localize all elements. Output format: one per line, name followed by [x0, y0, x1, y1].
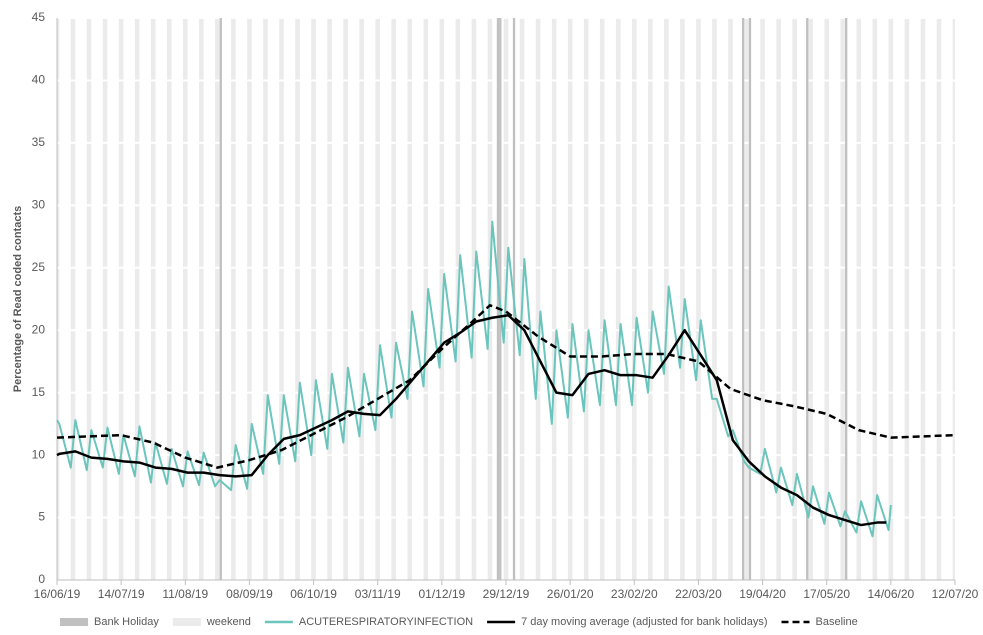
x-tick-label: 16/06/19	[34, 587, 81, 601]
weekend-band	[343, 18, 348, 580]
weekend-band	[407, 18, 413, 580]
weekend-band	[279, 18, 284, 580]
weekend-band	[840, 18, 846, 580]
weekend-band	[904, 18, 910, 580]
legend-label: Bank Holiday	[94, 616, 159, 628]
x-tick-label: 17/05/20	[803, 587, 850, 601]
x-tick-label: 14/06/20	[867, 587, 914, 601]
weekend-band	[166, 18, 172, 580]
weekend-band	[423, 18, 429, 580]
weekend-band	[231, 18, 236, 580]
bank-holiday-band	[748, 18, 752, 580]
x-tick-label: 11/08/19	[162, 587, 208, 601]
legend-label: weekend	[206, 616, 251, 628]
weekend-band	[199, 18, 204, 580]
weekend-band	[599, 18, 605, 580]
x-tick-label: 22/03/20	[675, 587, 722, 601]
legend-label: Baseline	[816, 616, 858, 628]
y-tick-label: 40	[32, 73, 46, 87]
weekend-band	[664, 18, 669, 580]
weekend-band	[776, 18, 781, 580]
x-tick-label: 29/12/19	[483, 587, 530, 601]
bank-holiday-band	[496, 18, 500, 580]
weekend-band	[439, 18, 445, 580]
y-axis-label: Percentage of Read coded contacts	[12, 206, 24, 392]
legend-label: 7 day moving average (adjusted for bank …	[521, 616, 767, 628]
weekend-band	[631, 18, 637, 580]
weekend-band	[535, 18, 541, 580]
weekend-band	[215, 18, 220, 580]
x-tick-label: 03/11/19	[355, 587, 401, 601]
weekend-band	[247, 18, 252, 580]
y-tick-label: 15	[32, 385, 46, 399]
weekend-band	[134, 18, 140, 580]
bank-holiday-band	[219, 18, 222, 580]
legend-swatch	[172, 618, 201, 626]
weekend-band	[150, 18, 156, 580]
weekend-band	[327, 18, 332, 580]
series-line	[56, 220, 892, 538]
weekend-band	[86, 18, 92, 580]
y-tick-label: 45	[32, 10, 46, 24]
weekend-band	[295, 18, 300, 580]
y-tick-label: 0	[38, 572, 45, 586]
weekend-band	[728, 18, 733, 580]
weekend-band	[856, 18, 862, 580]
weekend-band	[872, 18, 878, 580]
weekend-band	[583, 18, 589, 580]
weekend-band	[567, 18, 573, 580]
weekend-band	[118, 18, 124, 580]
weekend-band	[391, 18, 397, 580]
x-tick-label: 06/10/19	[290, 587, 337, 601]
weekend-band	[648, 18, 653, 580]
weekend-band	[615, 18, 621, 580]
weekend-band	[70, 18, 76, 580]
series-line	[56, 313, 887, 527]
x-tick-label: 12/07/20	[932, 587, 979, 601]
x-tick-label: 14/07/19	[98, 587, 145, 601]
weekend-band	[696, 18, 701, 580]
legend-swatch	[60, 618, 88, 626]
weekend-band	[792, 18, 797, 580]
weekend-band	[263, 18, 268, 580]
x-tick-label: 26/01/20	[547, 587, 594, 601]
y-tick-label: 25	[32, 260, 46, 274]
weekend-bands	[57, 18, 955, 580]
weekend-band	[952, 18, 955, 580]
weekend-band	[888, 18, 894, 580]
weekend-band	[744, 18, 749, 580]
weekend-band	[760, 18, 765, 580]
x-tick-label: 01/12/19	[418, 587, 465, 601]
weekend-band	[102, 18, 108, 580]
x-tick-label: 08/09/19	[226, 587, 273, 601]
weekend-band	[311, 18, 316, 580]
legend-label: ACUTERESPIRATORYINFECTION	[299, 616, 473, 628]
weekend-band	[824, 18, 830, 580]
y-tick-label: 30	[32, 198, 46, 212]
weekend-band	[182, 18, 188, 580]
x-tick-label: 19/04/20	[739, 587, 786, 601]
bank-holiday-band	[741, 18, 745, 580]
y-tick-label: 20	[32, 322, 46, 336]
y-tick-label: 5	[38, 510, 45, 524]
y-tick-label: 10	[32, 447, 46, 461]
weekend-band	[375, 18, 381, 580]
weekend-band	[808, 18, 813, 580]
weekend-band	[359, 18, 364, 580]
y-tick-label: 35	[32, 135, 46, 149]
bank-holiday-band	[845, 18, 848, 580]
weekend-band	[936, 18, 942, 580]
series-line	[56, 303, 956, 469]
weekend-band	[551, 18, 557, 580]
weekend-band	[680, 18, 685, 580]
bank-holiday-band	[806, 18, 809, 580]
weekend-band	[712, 18, 717, 580]
weekend-band	[57, 18, 60, 580]
x-tick-label: 23/02/20	[611, 587, 658, 601]
weekend-band	[920, 18, 926, 580]
